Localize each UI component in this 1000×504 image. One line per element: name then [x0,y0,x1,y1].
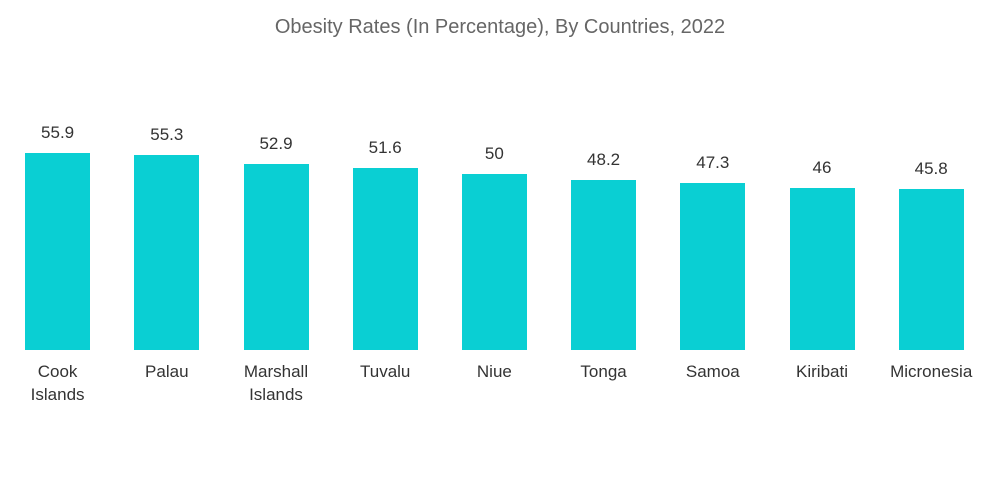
value-label: 45.8 [914,158,948,178]
x-tick-label: Tonga [580,362,627,381]
x-tick-label: Cook Islands [30,362,85,404]
value-label: 55.9 [41,123,75,142]
x-tick-label: Kiribati [796,362,848,381]
bar [25,153,91,350]
bar [680,183,746,350]
x-tick-label: Samoa [685,362,740,381]
bar [789,187,855,350]
bar [352,168,418,350]
x-tick-label: Micronesia [890,362,973,381]
x-tick-label: Palau [145,362,189,381]
x-tick-label: Tuvalu [359,362,411,381]
value-label: 48.2 [587,150,621,170]
value-label: 51.6 [368,138,402,158]
x-tick-label: Niue [476,362,512,381]
x-tick-label: Marshall Islands [243,362,309,404]
bar [461,173,527,350]
value-label: 55.3 [150,125,184,145]
bar [898,188,964,350]
bar [243,163,309,350]
value-label: 52.9 [259,133,293,153]
value-label: 47.3 [696,153,730,173]
bar [134,155,200,350]
bar [571,180,637,350]
value-label: 46 [812,157,832,177]
value-label: 50 [484,143,504,163]
chart-title: Obesity Rates (In Percentage), By Countr… [274,16,726,38]
